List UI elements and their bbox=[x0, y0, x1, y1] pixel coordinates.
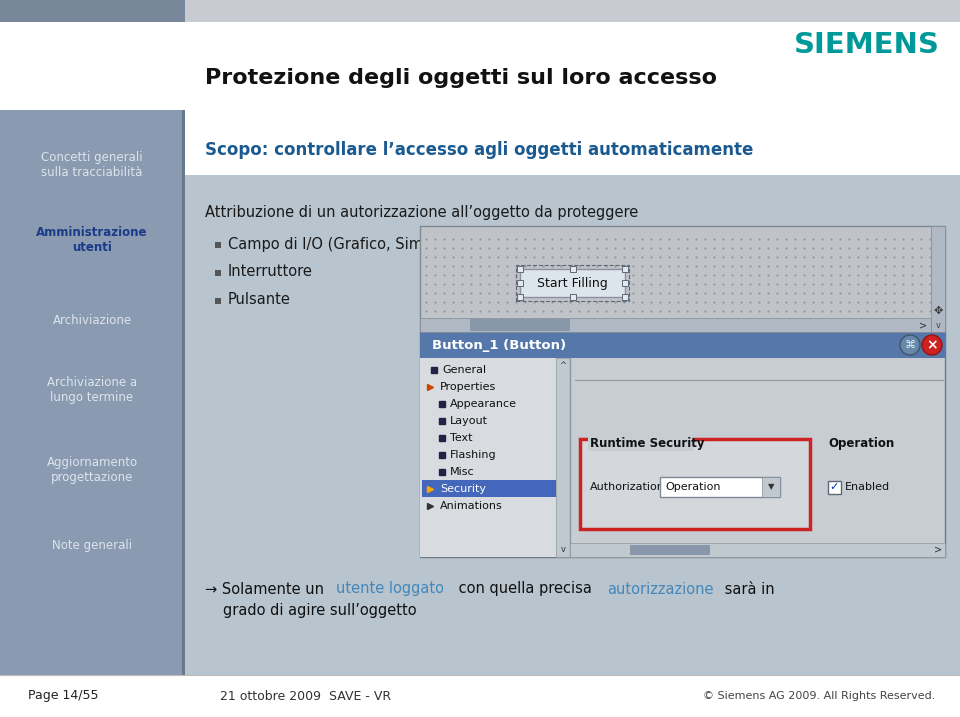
Text: con quella precisa: con quella precisa bbox=[454, 581, 596, 597]
Text: Properties: Properties bbox=[440, 382, 496, 392]
Bar bbox=[0, 0, 185, 22]
Text: Appearance: Appearance bbox=[450, 399, 517, 409]
Text: sarà in: sarà in bbox=[720, 581, 775, 597]
Text: Concetti generali
sulla tracciabilità: Concetti generali sulla tracciabilità bbox=[41, 151, 143, 179]
Bar bbox=[569, 294, 575, 300]
Bar bbox=[215, 298, 221, 304]
Bar bbox=[622, 280, 628, 286]
Bar bbox=[762, 477, 780, 497]
Text: Misc: Misc bbox=[450, 467, 474, 477]
Text: Archiviazione a
lungo termine: Archiviazione a lungo termine bbox=[47, 376, 137, 404]
Text: ▼: ▼ bbox=[768, 483, 775, 491]
Text: Authorization: Authorization bbox=[590, 482, 665, 492]
Bar bbox=[185, 22, 960, 110]
Text: v: v bbox=[935, 321, 941, 331]
Text: Note generali: Note generali bbox=[52, 538, 132, 551]
Text: ^: ^ bbox=[560, 361, 566, 371]
Text: Text: Text bbox=[450, 433, 472, 443]
Bar bbox=[569, 266, 575, 272]
FancyBboxPatch shape bbox=[520, 269, 625, 297]
Bar bbox=[470, 319, 570, 331]
Text: Flashing: Flashing bbox=[450, 450, 496, 460]
Text: SIEMENS: SIEMENS bbox=[794, 31, 940, 59]
Text: Campo di I/O (Grafico, Simbolico, Data / Ora): Campo di I/O (Grafico, Simbolico, Data /… bbox=[228, 237, 557, 252]
Text: 21 ottobre 2009  SAVE - VR: 21 ottobre 2009 SAVE - VR bbox=[220, 690, 391, 703]
Bar bbox=[622, 266, 628, 272]
Bar bbox=[185, 110, 960, 175]
Bar bbox=[420, 332, 945, 358]
Circle shape bbox=[922, 335, 942, 355]
Bar bbox=[931, 226, 945, 332]
Bar bbox=[182, 110, 185, 675]
Text: Attribuzione di un autorizzazione all’oggetto da proteggere: Attribuzione di un autorizzazione all’og… bbox=[205, 204, 638, 219]
Text: Amministrazione
utenti: Amministrazione utenti bbox=[36, 226, 148, 254]
Text: ⌘: ⌘ bbox=[904, 340, 916, 350]
Bar bbox=[420, 332, 945, 557]
Bar bbox=[517, 294, 523, 300]
Bar bbox=[422, 480, 556, 497]
Bar bbox=[516, 265, 629, 301]
Text: Animations: Animations bbox=[440, 501, 503, 511]
Bar bbox=[556, 358, 570, 557]
Text: → Solamente un: → Solamente un bbox=[205, 581, 328, 597]
Bar bbox=[420, 318, 931, 332]
Bar bbox=[517, 280, 523, 286]
Text: Protezione degli oggetti sul loro accesso: Protezione degli oggetti sul loro access… bbox=[205, 68, 717, 88]
Bar bbox=[215, 270, 221, 276]
Bar bbox=[185, 110, 960, 675]
Text: Button_1 (Button): Button_1 (Button) bbox=[432, 338, 566, 351]
Bar bbox=[0, 675, 960, 717]
Text: autorizzazione: autorizzazione bbox=[607, 581, 713, 597]
Bar bbox=[660, 477, 780, 497]
Text: Enabled: Enabled bbox=[845, 482, 890, 492]
Bar bbox=[0, 110, 185, 675]
Text: General: General bbox=[442, 365, 486, 375]
Text: ×: × bbox=[926, 338, 938, 352]
Bar bbox=[588, 437, 693, 451]
Text: Layout: Layout bbox=[450, 416, 488, 426]
Text: Security: Security bbox=[440, 484, 486, 494]
Bar bbox=[0, 0, 960, 22]
Bar bbox=[420, 358, 570, 557]
Bar bbox=[622, 294, 628, 300]
Text: ✥: ✥ bbox=[933, 306, 943, 316]
Bar bbox=[630, 545, 710, 555]
Bar bbox=[828, 480, 841, 493]
Text: utente loggato: utente loggato bbox=[336, 581, 444, 597]
Text: Interruttore: Interruttore bbox=[228, 265, 313, 280]
Text: Scopo: controllare l’accesso agli oggetti automaticamente: Scopo: controllare l’accesso agli oggett… bbox=[205, 141, 754, 159]
Bar bbox=[215, 242, 221, 248]
Text: >: > bbox=[934, 545, 942, 555]
Circle shape bbox=[900, 335, 920, 355]
Bar bbox=[420, 226, 945, 332]
Text: grado di agire sull’oggetto: grado di agire sull’oggetto bbox=[223, 604, 417, 619]
Bar bbox=[517, 266, 523, 272]
Text: >: > bbox=[919, 320, 927, 330]
Text: Pulsante: Pulsante bbox=[228, 293, 291, 308]
Text: Operation: Operation bbox=[828, 437, 895, 450]
Text: v: v bbox=[561, 544, 565, 554]
Text: Runtime Security: Runtime Security bbox=[590, 437, 705, 450]
Text: Start Filling: Start Filling bbox=[538, 277, 608, 290]
Text: ✓: ✓ bbox=[829, 482, 839, 492]
Text: Operation: Operation bbox=[665, 482, 721, 492]
Bar bbox=[580, 439, 810, 529]
Text: Archiviazione: Archiviazione bbox=[53, 313, 132, 326]
Bar bbox=[570, 543, 945, 557]
Text: Page 14/55: Page 14/55 bbox=[28, 690, 99, 703]
Text: Aggiornamento
progettazione: Aggiornamento progettazione bbox=[46, 456, 137, 484]
Text: © Siemens AG 2009. All Rights Reserved.: © Siemens AG 2009. All Rights Reserved. bbox=[703, 691, 935, 701]
